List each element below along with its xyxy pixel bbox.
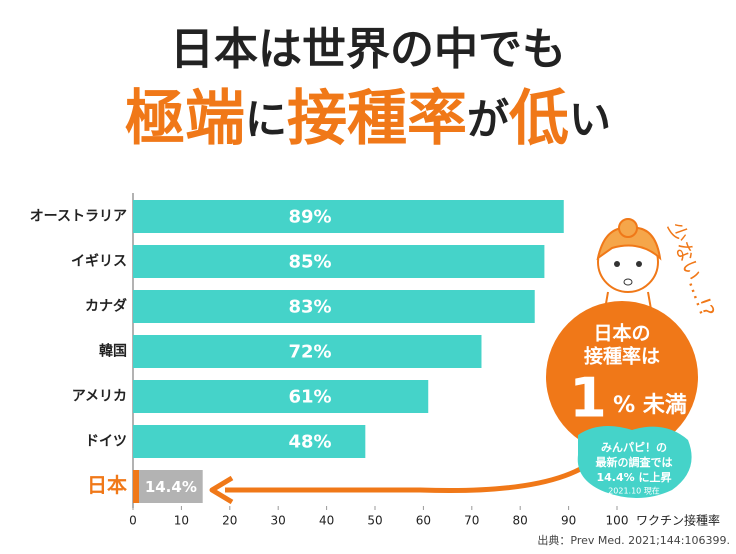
x-tick-label: 30 [271,514,286,528]
arrow-head [209,475,234,505]
x-tick-label: 60 [416,514,431,528]
value-label: 85% [288,252,331,273]
note-text: みんパピ！の [601,441,667,454]
character [596,218,662,316]
bar [133,470,203,503]
bar [133,335,482,368]
title-line1: 日本は世界の中でも [170,24,566,75]
bar [133,290,535,323]
title-part: が [467,95,509,144]
x-tick-label: 0 [129,514,137,528]
note-text: 14.4% に上昇 [597,470,672,484]
chart: 0 10 20 30 40 50 60 70 80 90 100 89% オーストラリア 85% イギリス 8… [30,193,629,528]
bar [133,380,429,413]
bar [133,245,545,278]
bubble-text: 日本の [593,322,650,345]
category-label: ドイツ [85,434,127,450]
x-axis-label: ワクチン接種率 [636,513,720,528]
title-part: 低 [509,84,569,154]
title-line2: 極端に接種率が低い [125,84,611,154]
category-label: 韓国 [99,343,127,360]
value-label: 89% [288,207,331,228]
title-part: 接種率 [287,84,467,154]
bar [133,200,564,233]
value-label: 48% [288,432,331,453]
category-label: カナダ [85,298,127,315]
bubble [546,301,698,453]
bubble-big: 1 [569,367,607,430]
x-tick-label: 100 [606,514,629,528]
note-text: 2021.10 現在 [608,486,660,496]
x-tick-label: 70 [464,514,479,528]
value-label: 61% [288,387,331,408]
bubble-text: 接種率は [584,345,660,368]
x-tick-label: 10 [174,514,189,528]
bar-accent [133,470,139,503]
x-tick-label: 80 [513,514,528,528]
note-text: 最新の調査では [596,455,673,469]
value-label: 83% [288,297,331,318]
title-part: い [569,95,611,144]
note-blob [577,426,692,499]
x-tick-label: 90 [561,514,576,528]
category-label: イギリス [71,253,127,270]
x-tick-label: 40 [319,514,334,528]
value-label: 72% [288,342,331,363]
category-label: 日本 [87,473,127,497]
value-label: 14.4% [145,478,197,496]
bar [133,425,366,458]
title-part: に [245,95,287,144]
source: 出典：Prev Med. 2021;144:106399. [537,533,730,547]
bubble-text: % 未満 [613,392,687,418]
x-tick-label: 20 [222,514,237,528]
category-label: オーストラリア [30,209,127,225]
category-label: アメリカ [72,389,127,405]
x-tick-label: 50 [367,514,382,528]
title-part: 極端 [125,84,245,154]
